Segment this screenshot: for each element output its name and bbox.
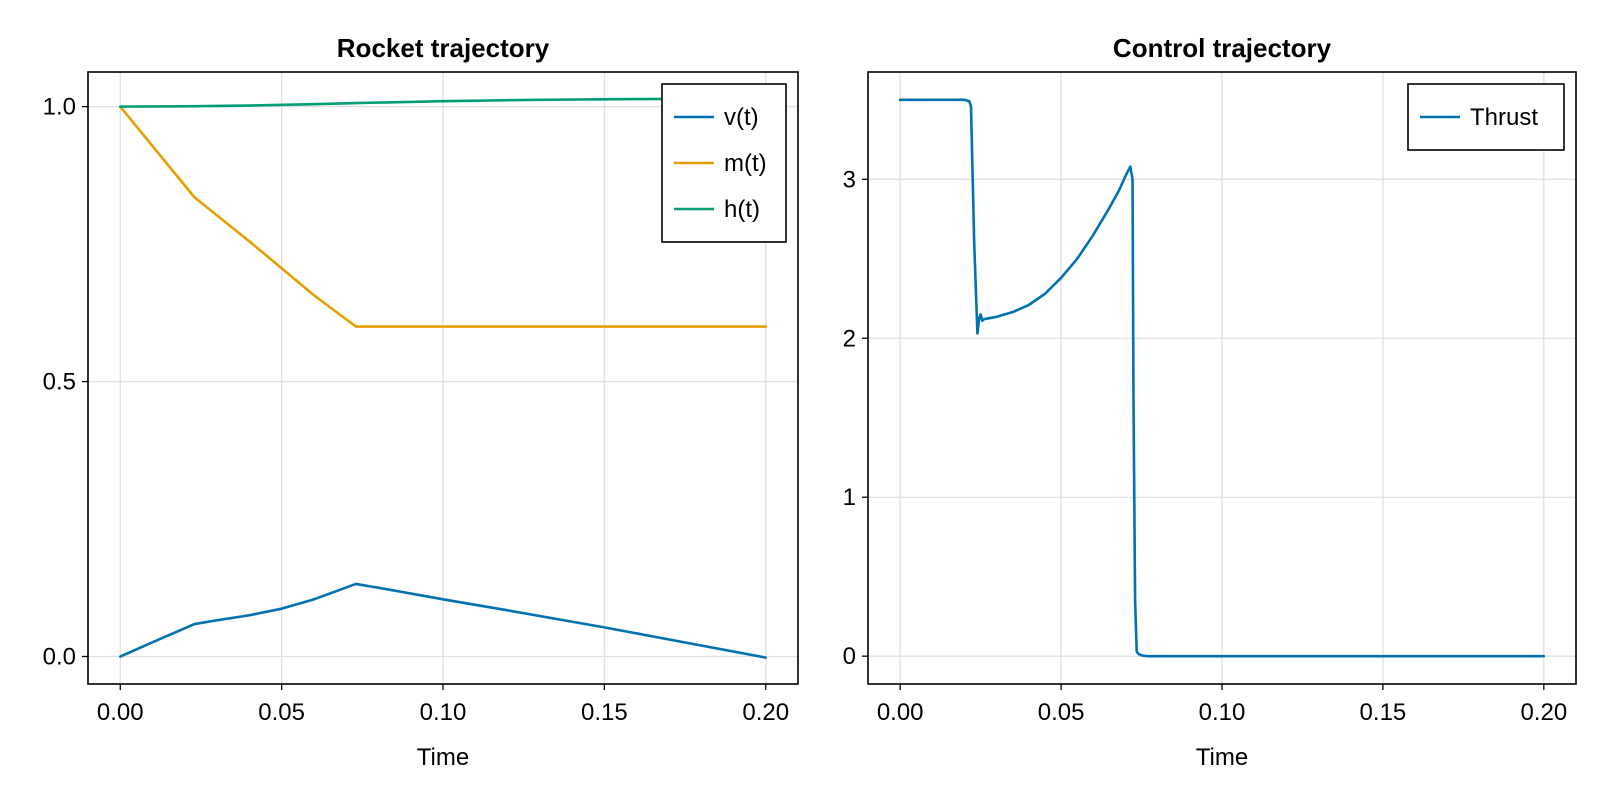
y-tick-label: 1.0	[43, 94, 76, 121]
series-line	[118, 97, 768, 108]
y-tick-label: 3	[843, 166, 856, 193]
series-line	[118, 105, 768, 328]
series-line	[898, 98, 1546, 658]
x-tick-label: 0.10	[1199, 699, 1246, 726]
y-tick-label: 0	[843, 643, 856, 670]
x-axis-label: Time	[417, 744, 469, 771]
x-tick-label: 0.15	[581, 699, 628, 726]
x-tick-label: 0.15	[1360, 699, 1407, 726]
legend-label: v(t)	[724, 104, 759, 131]
legend-label: Thrust	[1470, 104, 1538, 131]
plot-area: 0.00 0.05 0.10 0.15 0.20 0 1 2 3 Thrust	[843, 71, 1577, 726]
y-tick-label: 1	[843, 484, 856, 511]
control-trajectory-panel: Control trajectory 0.00 0.05 0.10 0.15 0.200…	[843, 33, 1577, 771]
rocket-trajectory-panel: Rocket trajectory 0.00 0.05 0.10 0.15 0.200.…	[43, 33, 799, 771]
legend-label: h(t)	[724, 196, 760, 223]
x-axis-label: Time	[1196, 744, 1248, 771]
x-tick-label: 0.00	[97, 699, 144, 726]
legend: v(t) m(t) h(t)	[661, 83, 787, 243]
legend: Thrust	[1407, 83, 1565, 151]
plot-area: 0.00 0.05 0.10 0.15 0.20 0.0 0.5 1.0 v(t) m(t) h(t…	[43, 71, 799, 726]
chart-title: Rocket trajectory	[337, 33, 550, 63]
y-tick-label: 2	[843, 325, 856, 352]
y-tick-label: 0.0	[43, 644, 76, 671]
legend-label: m(t)	[724, 150, 767, 177]
x-tick-label: 0.20	[742, 699, 789, 726]
x-tick-label: 0.10	[420, 699, 467, 726]
x-tick-label: 0.20	[1520, 699, 1567, 726]
x-tick-label: 0.05	[258, 699, 305, 726]
chart-title: Control trajectory	[1113, 33, 1332, 63]
x-tick-label: 0.05	[1038, 699, 1085, 726]
x-tick-label: 0.00	[877, 699, 924, 726]
y-tick-label: 0.5	[43, 369, 76, 396]
series-line	[118, 582, 768, 659]
